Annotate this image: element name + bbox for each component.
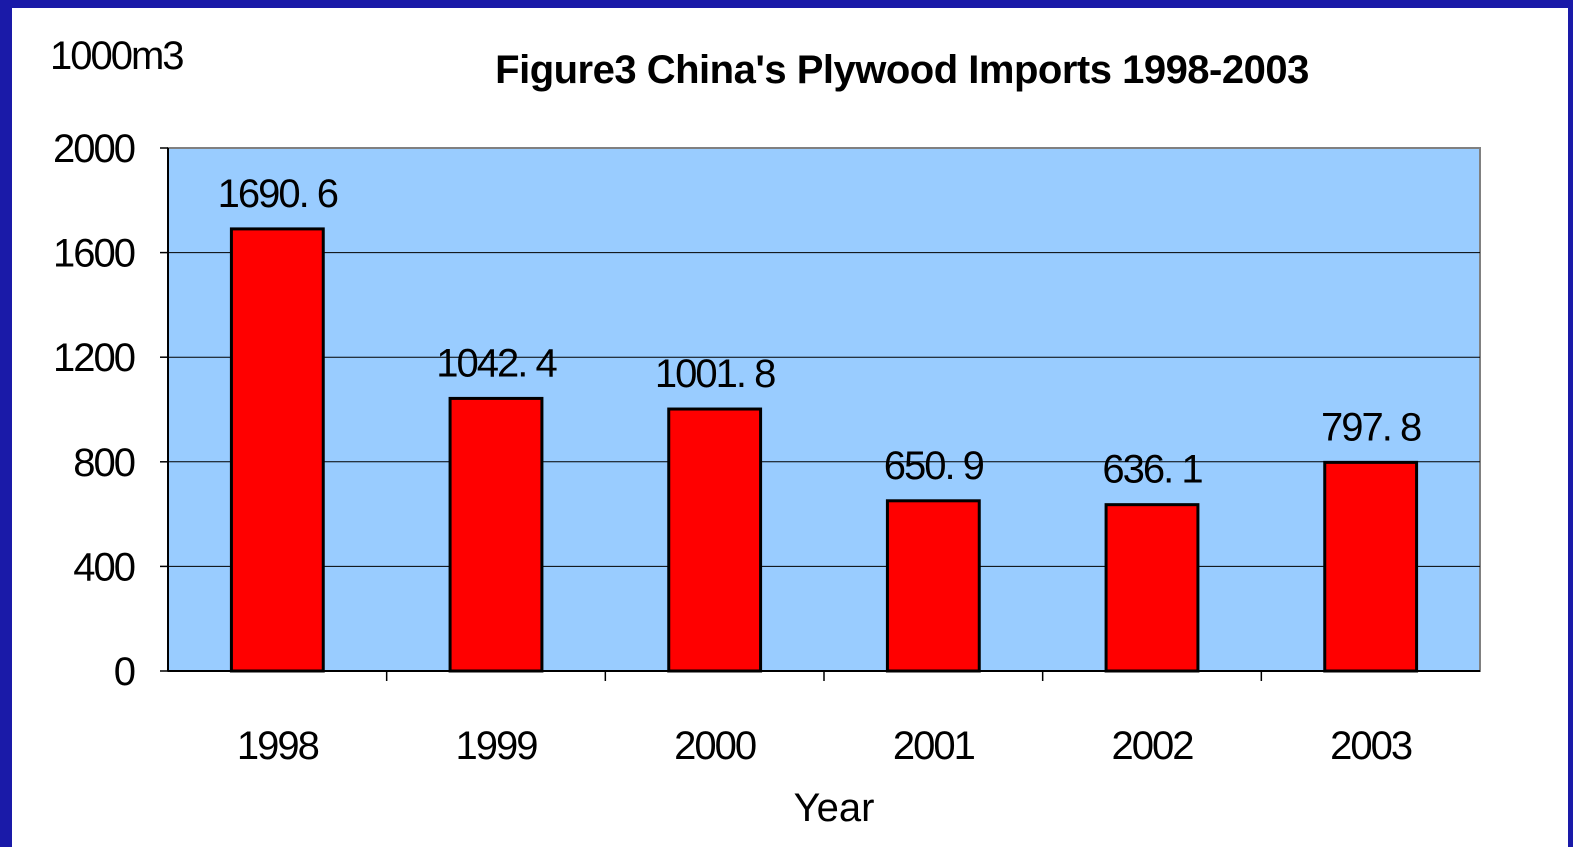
y-tick-label: 800 — [73, 441, 134, 485]
bar-2002 — [1104, 503, 1200, 673]
data-label-2001: 650. 9 — [884, 444, 984, 488]
x-tick-label: 1999 — [456, 724, 538, 768]
data-label-2003: 797. 8 — [1321, 405, 1421, 449]
slide-frame: 1000m3 Figure3 China's Plywood Imports 1… — [12, 8, 1568, 847]
y-axis-unit-label: 1000m3 — [50, 34, 185, 78]
bar-chart: 0 400 800 1200 1600 2000 1690. 6 1998 1042. 4 199… — [53, 127, 1481, 830]
y-tick-label: 0 — [114, 650, 135, 694]
x-tick-label: 2001 — [893, 724, 975, 768]
data-label-1998: 1690. 6 — [218, 172, 338, 216]
y-tick-label: 400 — [73, 545, 134, 589]
bar-1999 — [448, 396, 544, 673]
bar-2001 — [885, 499, 981, 673]
bar-2000 — [667, 407, 763, 673]
y-tick-label: 2000 — [53, 127, 135, 171]
data-label-1999: 1042. 4 — [436, 341, 557, 385]
bar-2003 — [1323, 460, 1419, 673]
x-tick-label: 2003 — [1330, 724, 1412, 768]
data-label-2002: 636. 1 — [1102, 448, 1202, 492]
x-axis-title: Year — [794, 786, 875, 830]
bar-1998 — [229, 227, 325, 673]
x-tick-label: 2002 — [1112, 724, 1194, 768]
y-tick-label: 1600 — [53, 232, 135, 276]
plot-area — [167, 147, 1481, 672]
chart-title: Figure3 China's Plywood Imports 1998-200… — [495, 48, 1309, 92]
x-tick-label: 2000 — [674, 724, 756, 768]
y-tick-label: 1200 — [53, 336, 135, 380]
x-tick-label: 1998 — [237, 724, 319, 768]
data-label-2000: 1001. 8 — [655, 352, 775, 396]
